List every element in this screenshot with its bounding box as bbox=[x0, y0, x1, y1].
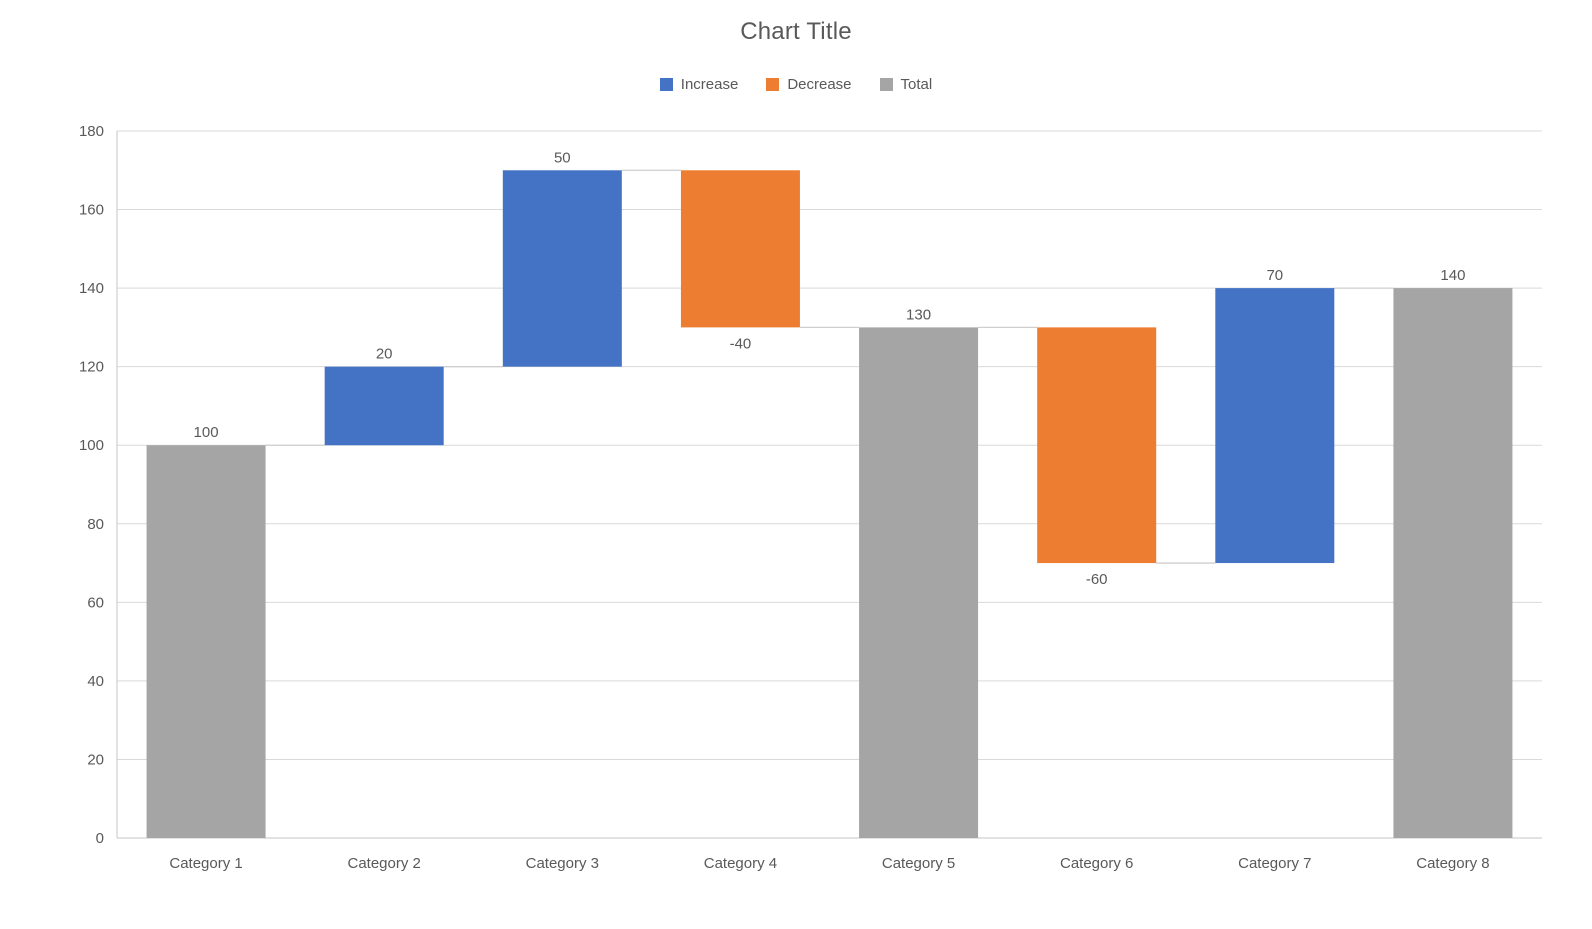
y-tick-label-0: 0 bbox=[96, 830, 104, 847]
bar-decrease-category-6 bbox=[1037, 327, 1157, 564]
data-label-category-1: 100 bbox=[194, 424, 219, 441]
data-label-category-5: 130 bbox=[906, 306, 931, 323]
x-category-label-3: Category 3 bbox=[526, 855, 599, 872]
data-label-category-2: 20 bbox=[376, 346, 393, 363]
data-label-category-4: -40 bbox=[730, 335, 752, 352]
y-tick-label-20: 20 bbox=[87, 751, 104, 768]
y-tick-label-120: 120 bbox=[79, 359, 104, 376]
y-tick-label-40: 40 bbox=[87, 673, 104, 690]
chart-legend: Increase Decrease Total bbox=[0, 76, 1592, 93]
data-label-category-6: -60 bbox=[1086, 571, 1108, 588]
bar-increase-category-3 bbox=[502, 170, 622, 367]
chart-title: Chart Title bbox=[740, 18, 852, 45]
y-tick-label-180: 180 bbox=[79, 123, 104, 140]
data-label-category-7: 70 bbox=[1266, 267, 1283, 284]
legend-label: Increase bbox=[680, 76, 739, 93]
x-category-label-5: Category 5 bbox=[882, 855, 955, 872]
x-category-label-7: Category 7 bbox=[1238, 855, 1311, 872]
y-tick-label-80: 80 bbox=[87, 516, 104, 533]
bar-increase-category-2 bbox=[324, 366, 444, 446]
decrease-swatch-icon bbox=[766, 78, 780, 91]
y-tick-label-140: 140 bbox=[79, 280, 104, 297]
x-category-label-4: Category 4 bbox=[704, 855, 777, 872]
x-category-label-2: Category 2 bbox=[348, 855, 421, 872]
legend-item-total: Total bbox=[879, 76, 933, 93]
legend-label: Total bbox=[900, 76, 933, 93]
legend-item-increase: Increase bbox=[659, 76, 739, 93]
x-category-label-1: Category 1 bbox=[169, 855, 242, 872]
y-tick-label-60: 60 bbox=[87, 594, 104, 611]
legend-label: Decrease bbox=[787, 76, 852, 93]
x-category-label-6: Category 6 bbox=[1060, 855, 1133, 872]
x-category-label-8: Category 8 bbox=[1416, 855, 1489, 872]
bar-decrease-category-4 bbox=[680, 170, 800, 328]
bar-total-category-8 bbox=[1393, 288, 1513, 839]
data-label-category-8: 140 bbox=[1440, 267, 1465, 284]
bar-increase-category-7 bbox=[1215, 288, 1335, 564]
bar-total-category-5 bbox=[859, 327, 979, 838]
data-label-category-3: 50 bbox=[554, 149, 571, 166]
legend-item-decrease: Decrease bbox=[766, 76, 852, 93]
bar-total-category-1 bbox=[146, 445, 266, 838]
y-tick-label-160: 160 bbox=[79, 202, 104, 219]
y-tick-label-100: 100 bbox=[79, 437, 104, 454]
increase-swatch-icon bbox=[659, 78, 673, 91]
total-swatch-icon bbox=[879, 78, 893, 91]
